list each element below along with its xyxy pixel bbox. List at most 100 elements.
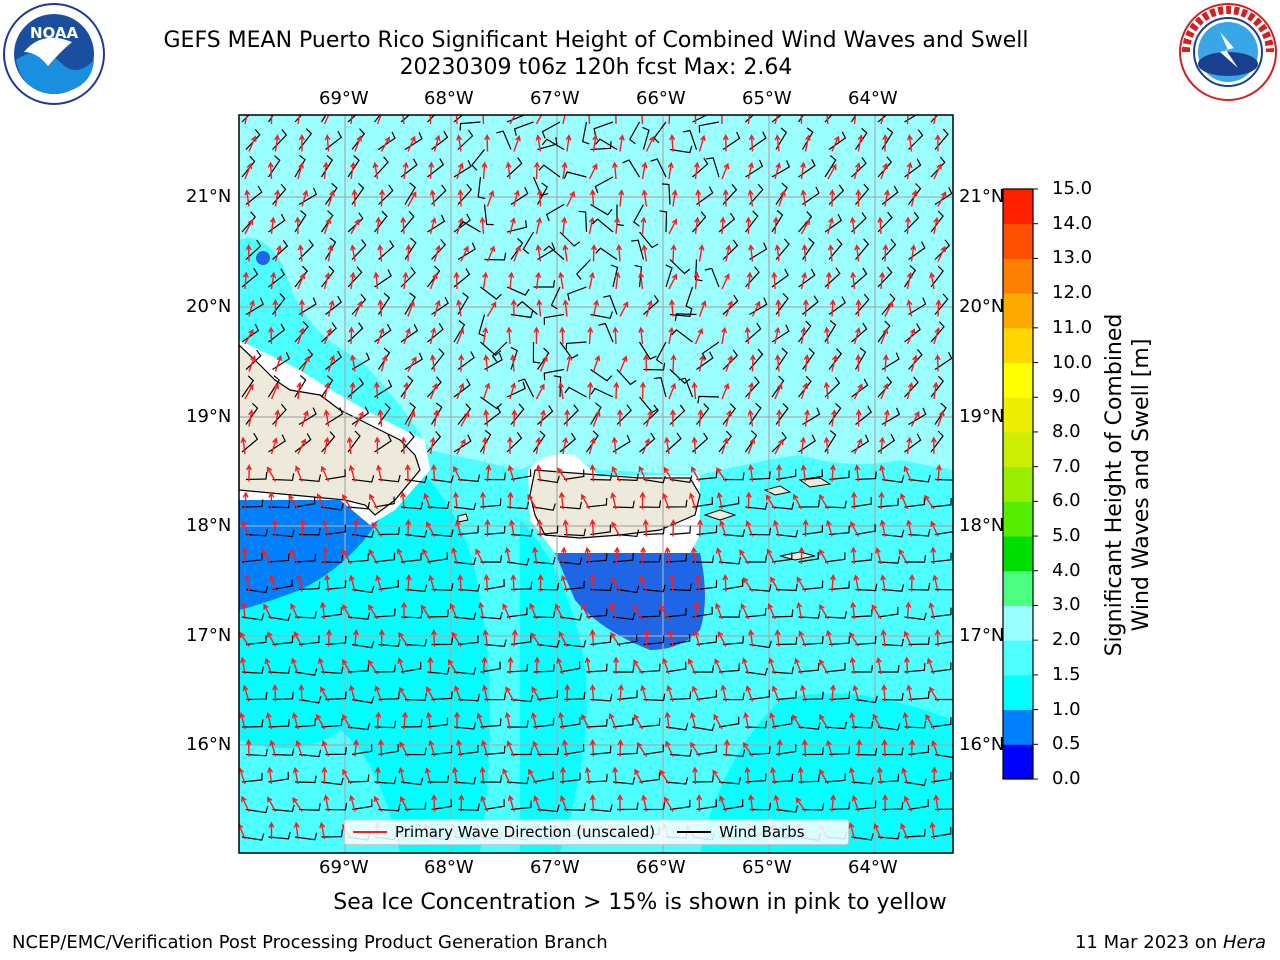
wave-direction-arrow <box>486 245 496 262</box>
wind-barb <box>704 267 720 288</box>
wave-direction-arrow <box>349 794 356 812</box>
wind-barb <box>771 716 793 728</box>
wave-direction-arrow <box>849 631 860 647</box>
wave-direction-arrow <box>327 244 334 262</box>
wave-direction-arrow <box>773 794 780 812</box>
wind-barb <box>802 469 823 481</box>
wind-barb <box>453 612 477 620</box>
wind-barb <box>775 637 798 646</box>
wave-direction-arrow <box>248 409 254 427</box>
wind-barb <box>930 497 952 508</box>
wind-barb <box>563 528 586 537</box>
wind-barb <box>241 719 264 728</box>
wind-barb <box>590 203 613 216</box>
wave-direction-arrow <box>483 574 490 592</box>
wave-direction-arrow <box>775 299 782 317</box>
wind-barb <box>696 744 717 756</box>
wave-direction-arrow <box>853 383 863 400</box>
wind-barb <box>745 502 768 510</box>
wind-barb <box>510 186 529 206</box>
wind-barb <box>510 694 534 703</box>
wind-barb <box>722 579 744 591</box>
wave-direction-arrow <box>633 659 644 675</box>
wave-direction-arrow <box>559 766 567 785</box>
wind-barb <box>824 721 848 730</box>
wave-direction-arrow <box>933 216 940 235</box>
wind-barb <box>241 613 265 621</box>
wave-direction-arrow <box>880 162 888 180</box>
wave-direction-arrow <box>851 491 858 510</box>
wave-direction-arrow <box>819 713 829 730</box>
wave-direction-arrow <box>722 574 729 592</box>
wind-barb <box>374 608 396 618</box>
wave-direction-arrow <box>323 327 332 345</box>
wind-barb <box>749 242 768 261</box>
wave-direction-arrow <box>352 629 359 647</box>
wave-direction-arrow <box>856 739 863 757</box>
wave-direction-arrow <box>562 115 566 125</box>
wave-direction-arrow <box>851 794 860 812</box>
wave-direction-arrow <box>641 437 650 455</box>
wave-direction-arrow <box>475 548 485 565</box>
wind-barb <box>457 635 479 646</box>
wave-direction-arrow <box>407 191 417 207</box>
wave-direction-arrow <box>827 163 837 180</box>
wind-barb <box>930 265 944 288</box>
wave-direction-arrow <box>645 299 653 317</box>
wind-barb <box>483 204 494 226</box>
wave-direction-arrow <box>769 712 776 730</box>
wind-barb <box>427 376 442 398</box>
wind-barb <box>241 772 263 783</box>
wind-barb <box>347 553 369 563</box>
wind-barb <box>665 553 688 563</box>
wave-direction-arrow <box>772 216 779 235</box>
wave-direction-arrow <box>608 712 617 730</box>
wind-barb <box>404 747 427 756</box>
wave-direction-arrow <box>456 134 463 152</box>
wind-barb <box>516 300 538 315</box>
wave-direction-arrow <box>906 299 913 317</box>
wave-direction-arrow <box>774 629 781 647</box>
wave-direction-arrow <box>405 574 412 592</box>
wind-barb <box>537 137 558 151</box>
lat-tick-left: 20°N <box>186 296 232 317</box>
wind-barb <box>245 692 268 701</box>
wind-barb <box>268 213 286 233</box>
wind-barb <box>537 525 559 536</box>
wind-barb <box>851 496 872 508</box>
wave-direction-arrow <box>747 115 751 125</box>
wind-barb <box>722 635 744 646</box>
wind-barb <box>934 531 953 536</box>
wind-barb <box>639 500 662 508</box>
wave-direction-arrow <box>248 299 255 317</box>
colorbar-tick-label: 3.0 <box>1052 594 1081 616</box>
wave-direction-arrow <box>671 189 678 207</box>
wind-barb <box>771 609 794 618</box>
wave-direction-arrow <box>400 601 408 619</box>
wave-direction-arrow <box>402 115 405 125</box>
wind-barb <box>855 293 870 315</box>
wind-barb <box>480 498 502 508</box>
wind-barb <box>567 286 587 301</box>
wind-barb <box>855 695 878 704</box>
wind-barb <box>351 530 375 538</box>
wind-barb <box>320 115 327 123</box>
wave-direction-arrow <box>800 326 807 345</box>
wind-barb <box>908 474 931 483</box>
wave-direction-arrow <box>742 576 754 592</box>
wind-barb <box>930 826 952 838</box>
wave-direction-arrow <box>669 134 676 152</box>
wave-direction-arrow <box>483 354 490 372</box>
wave-direction-arrow <box>399 795 409 812</box>
wave-direction-arrow <box>825 519 833 537</box>
wind-barb <box>775 347 788 370</box>
wave-direction-arrow <box>265 712 273 730</box>
svg-text:NOAA: NOAA <box>30 24 79 42</box>
wind-barb <box>590 387 614 398</box>
wave-direction-arrow <box>794 657 803 675</box>
wind-barb <box>828 470 850 481</box>
wave-direction-arrow <box>698 354 705 372</box>
wind-barb <box>904 211 920 233</box>
wave-direction-arrow <box>802 299 809 317</box>
wind-barb <box>616 529 640 538</box>
